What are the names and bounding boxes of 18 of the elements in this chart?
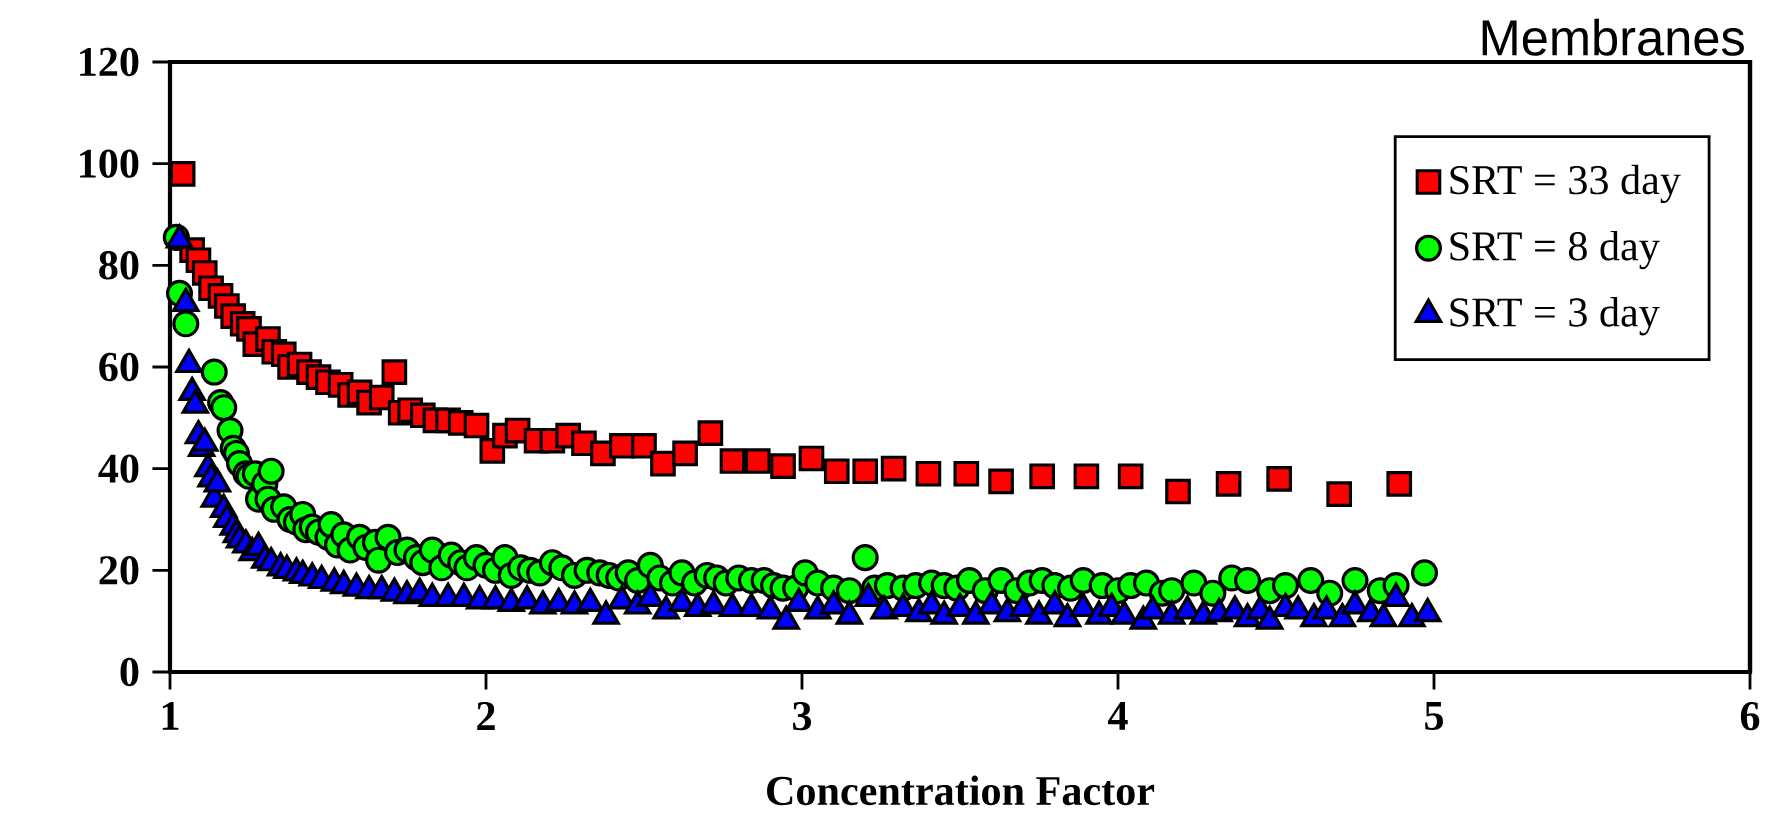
chart-title: Membranes bbox=[1482, 18, 1744, 56]
x-tick-label: 3 bbox=[793, 701, 812, 731]
y-tick-label: 120 bbox=[80, 47, 139, 77]
y-tick-label: 0 bbox=[120, 657, 139, 687]
x-tick-label: 4 bbox=[1108, 701, 1128, 730]
y-tick-label: 40 bbox=[98, 454, 139, 483]
x-tick-label: 6 bbox=[1740, 701, 1760, 731]
legend-label: SRT = 8 day bbox=[1450, 230, 1660, 270]
x-tick-label: 2 bbox=[477, 701, 495, 730]
y-tick-label: 60 bbox=[99, 352, 139, 382]
x-tick-label: 5 bbox=[1425, 702, 1443, 730]
x-axis-title: Concentration Factor bbox=[767, 775, 1155, 806]
legend-label: SRT = 3 day bbox=[1450, 297, 1660, 336]
x-tick-label: 1 bbox=[162, 702, 179, 730]
legend-label: SRT = 33 day bbox=[1450, 164, 1681, 204]
y-tick-label: 80 bbox=[99, 251, 139, 280]
y-tick-label: 20 bbox=[99, 556, 139, 585]
y-tick-label: 100 bbox=[80, 149, 139, 178]
